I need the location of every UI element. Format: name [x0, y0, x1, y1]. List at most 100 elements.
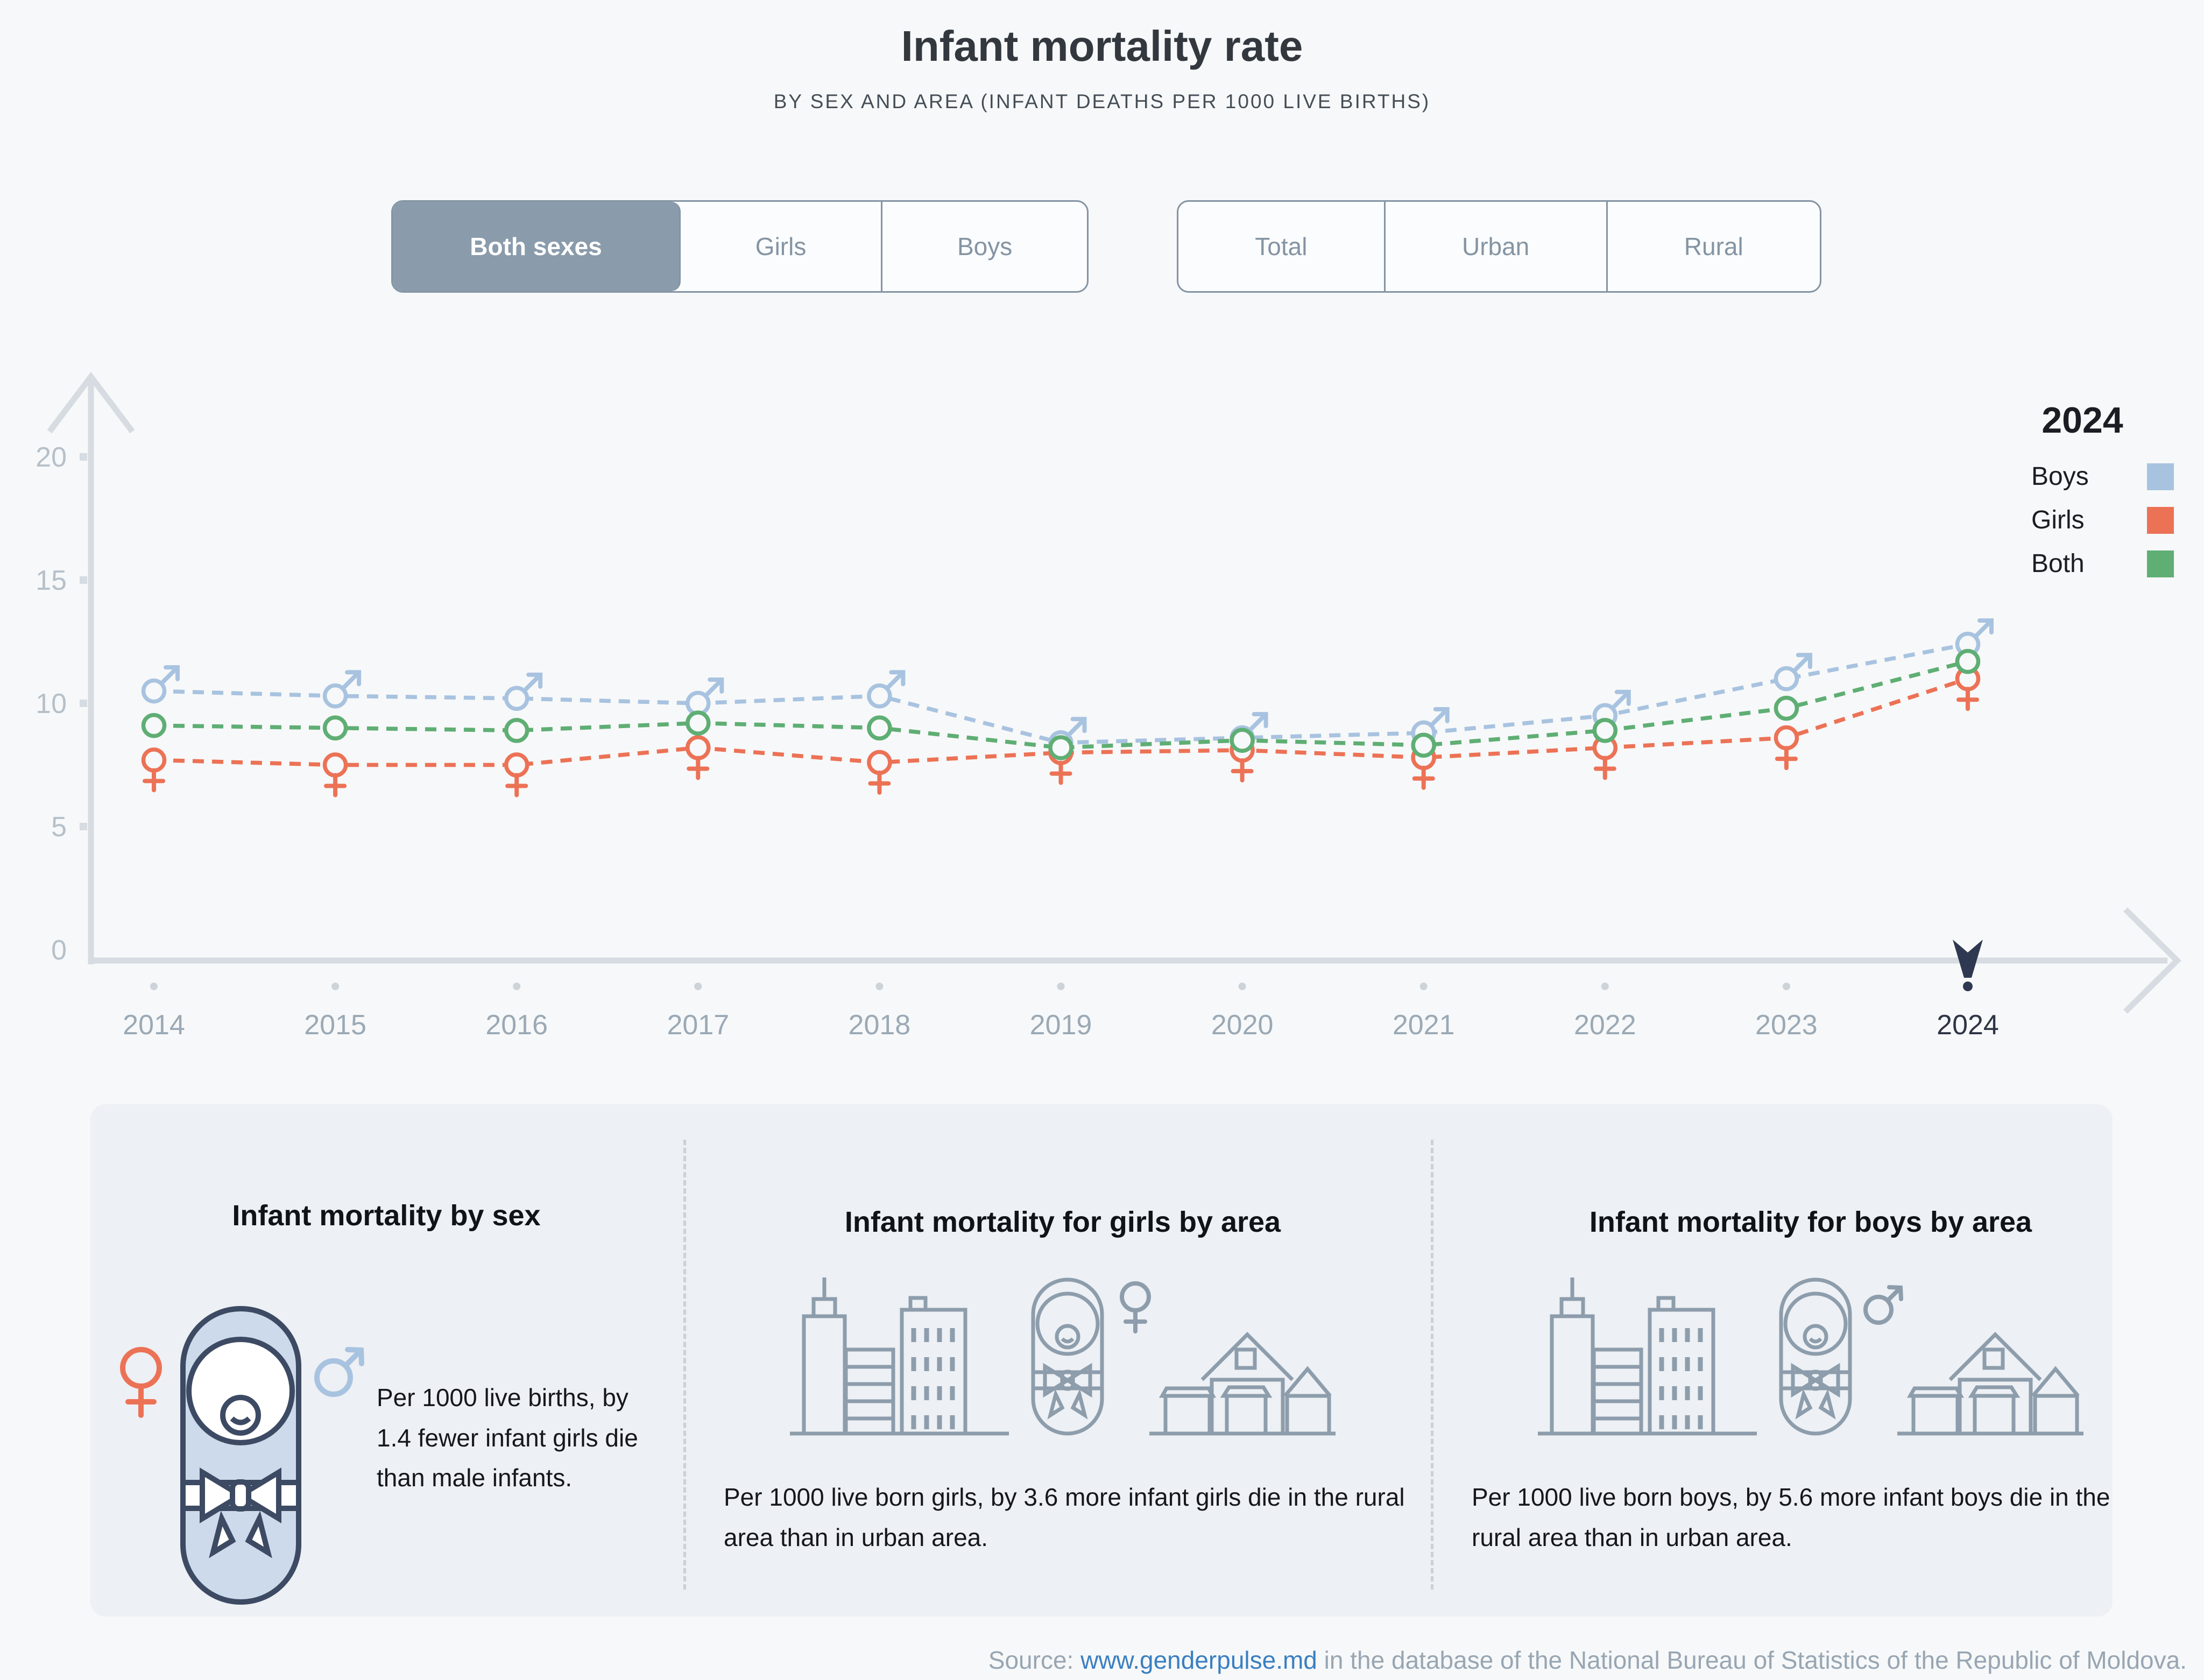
selected-year-pin[interactable] [1953, 940, 1983, 978]
sex-toggle-girls[interactable]: Girls [681, 202, 883, 291]
area-toggle-urban[interactable]: Urban [1386, 202, 1608, 291]
data-point-both-2020[interactable] [1230, 728, 1255, 753]
source-prefix: Source: [988, 1646, 1081, 1674]
x-tick-dot-2015[interactable] [331, 983, 340, 990]
x-tick-dot-2024[interactable] [1963, 982, 1973, 991]
y-tick-label-0: 0 [51, 935, 67, 966]
data-point-boys-2019-arrow [1066, 718, 1086, 738]
sex-toggle-group: Both sexes Girls Boys [391, 200, 1089, 293]
area-toggle-group: Total Urban Rural [1177, 200, 1821, 293]
y-tick-label-20: 20 [36, 442, 67, 473]
x-tick-label-2022[interactable]: 2022 [1574, 1010, 1636, 1041]
x-tick-dot-2022[interactable] [1601, 983, 1609, 990]
data-point-both-2024[interactable] [1955, 648, 1981, 674]
x-tick-label-2020[interactable]: 2020 [1211, 1010, 1274, 1041]
x-tick-dot-2019[interactable] [1057, 983, 1065, 990]
y-tick-mark [80, 700, 87, 707]
data-point-girls-2017[interactable] [686, 735, 711, 760]
x-tick-dot-2016[interactable] [513, 983, 521, 990]
x-tick-label-2015[interactable]: 2015 [304, 1010, 366, 1041]
legend-swatch-boys-icon [2147, 463, 2174, 490]
boys-by-area-illustration [1517, 1276, 2099, 1443]
data-point-boys-2014-arrow [159, 666, 179, 686]
series-line-both [153, 659, 1968, 750]
data-point-boys-2023-arrow [1791, 654, 1811, 674]
sex-toggle-both-sexes[interactable]: Both sexes [393, 202, 681, 291]
page-subtitle: BY SEX AND AREA (INFANT DEATHS PER 1000 … [773, 90, 1431, 112]
data-point-boys-2015-arrowhead [345, 670, 362, 687]
by-sex-illustration [120, 1306, 364, 1605]
data-point-boys-2018-arrowhead [889, 670, 906, 687]
x-tick-label-2024[interactable]: 2024 [1937, 1010, 1999, 1041]
data-point-both-2023[interactable] [1774, 695, 1799, 721]
data-point-boys-2014[interactable] [141, 678, 167, 704]
legend-year-title: 2024 [2041, 400, 2123, 441]
data-point-boys-2023[interactable] [1774, 666, 1799, 691]
female-symbol-icon [120, 1347, 162, 1418]
card-text-girls-by-area: Per 1000 live born girls, by 3.6 more in… [724, 1483, 1405, 1551]
data-point-both-2021[interactable] [1411, 732, 1436, 758]
data-point-boys-2015[interactable] [322, 683, 348, 709]
data-point-both-2014[interactable] [141, 712, 167, 738]
x-tick-label-2021[interactable]: 2021 [1393, 1010, 1455, 1041]
legend-label-girls: Girls [2031, 506, 2085, 534]
male-symbol-icon [314, 1347, 364, 1397]
swaddled-baby-icon [180, 1306, 301, 1605]
data-point-boys-2022-arrowhead [1614, 689, 1631, 706]
source-link[interactable]: www.genderpulse.md [1080, 1646, 1317, 1674]
data-point-boys-2017-arrow [703, 679, 723, 698]
y-tick-mark [80, 453, 87, 461]
y-tick-mark [80, 823, 87, 830]
village-house-icon [1897, 1335, 2083, 1434]
data-point-boys-2024-arrowhead [1977, 618, 1994, 635]
legend-item-both: Both [1991, 549, 2174, 578]
legend-label-boys: Boys [2031, 462, 2089, 491]
data-point-girls-2014[interactable] [141, 747, 167, 773]
data-point-both-2022[interactable] [1592, 718, 1618, 743]
data-point-girls-2018[interactable] [867, 750, 892, 775]
x-tick-label-2019[interactable]: 2019 [1030, 1010, 1092, 1041]
data-point-boys-2018-arrow [885, 671, 905, 691]
page-title: Infant mortality rate [901, 22, 1303, 70]
data-point-boys-2016[interactable] [504, 686, 529, 711]
data-point-boys-2015-arrow [341, 671, 361, 691]
x-tick-label-2017[interactable]: 2017 [667, 1010, 729, 1041]
legend-item-girls: Girls [1991, 505, 2174, 535]
area-toggle-rural[interactable]: Rural [1608, 202, 1820, 291]
x-tick-label-2016[interactable]: 2016 [485, 1010, 548, 1041]
card-divider [1431, 1140, 1433, 1590]
city-buildings-icon [790, 1277, 1009, 1434]
girls-by-area-illustration [769, 1276, 1351, 1443]
x-tick-dot-2021[interactable] [1419, 983, 1428, 990]
sex-toggle-boys[interactable]: Boys [882, 202, 1087, 291]
x-tick-label-2018[interactable]: 2018 [849, 1010, 911, 1041]
data-point-both-2019[interactable] [1048, 735, 1073, 760]
y-axis-arrow-icon [47, 371, 135, 434]
card-divider [683, 1140, 686, 1590]
legend-item-boys: Boys [1991, 462, 2174, 491]
x-tick-dot-2017[interactable] [694, 983, 702, 990]
data-point-boys-2023-arrowhead [1796, 653, 1812, 669]
data-point-boys-2018[interactable] [867, 683, 892, 709]
y-tick-label-5: 5 [51, 811, 67, 843]
x-tick-dot-2023[interactable] [1782, 983, 1790, 990]
area-toggle-total[interactable]: Total [1178, 202, 1386, 291]
x-tick-dot-2014[interactable] [150, 983, 158, 990]
data-point-both-2017[interactable] [686, 710, 711, 736]
data-point-both-2016[interactable] [504, 718, 529, 743]
data-point-girls-2015[interactable] [322, 752, 348, 778]
x-axis-arrow-icon [2123, 907, 2181, 1014]
data-point-boys-2014-arrowhead [164, 665, 180, 682]
data-point-both-2018[interactable] [867, 715, 892, 741]
card-title-boys-by-area: Infant mortality for boys by area [1589, 1206, 2032, 1238]
data-point-girls-2023[interactable] [1774, 725, 1799, 751]
x-tick-label-2023[interactable]: 2023 [1755, 1010, 1818, 1041]
x-tick-dot-2020[interactable] [1238, 983, 1246, 990]
x-tick-label-2014[interactable]: 2014 [123, 1010, 185, 1041]
x-tick-dot-2018[interactable] [875, 983, 884, 990]
data-point-girls-2016[interactable] [504, 752, 529, 778]
data-point-both-2015[interactable] [322, 715, 348, 741]
source-line: Source: www.genderpulse.md in the databa… [988, 1646, 2187, 1675]
